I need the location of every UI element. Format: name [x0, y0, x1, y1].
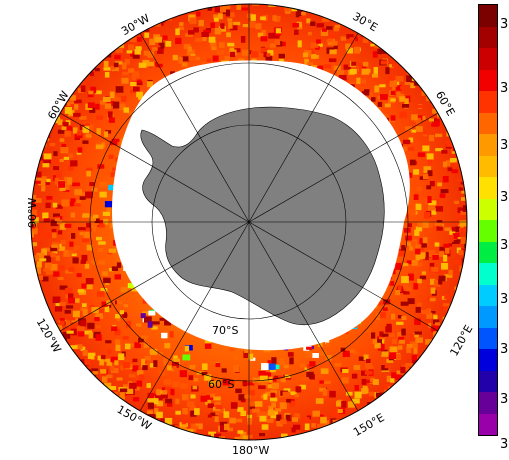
lon-label-150e: 150°E: [351, 411, 387, 439]
colorbar-segment: [479, 241, 497, 263]
colorbar-segment: [479, 198, 497, 220]
colorbar-segment: [479, 370, 497, 392]
lon-label-90w: 90°W: [26, 198, 39, 228]
colorbar-segment: [479, 48, 497, 70]
colorbar-segment: [479, 155, 497, 177]
colorbar-segment: [479, 5, 497, 27]
colorbar-segment: [479, 91, 497, 113]
colorbar-tick-label: 3: [500, 190, 509, 205]
colorbar-tick-label: 3: [500, 392, 509, 407]
colorbar-segment: [479, 26, 497, 48]
colorbar-segment: [479, 327, 497, 349]
lon-label-180w: 180°W: [232, 444, 269, 457]
colorbar-segment: [479, 177, 497, 199]
antarctica-landmass: [140, 106, 385, 326]
colorbar-segment: [479, 284, 497, 306]
lon-label-30e: 30°E: [350, 10, 379, 35]
colorbar: [478, 4, 498, 436]
lat-label-60s: 60°S: [208, 378, 234, 391]
lat-label-70s: 70°S: [212, 324, 238, 337]
colorbar-segment: [479, 349, 497, 371]
colorbar-segment: [479, 392, 497, 414]
colorbar-segment: [479, 306, 497, 328]
colorbar-tick-label: 3: [500, 342, 509, 357]
lon-label-120e: 120°E: [447, 323, 475, 359]
colorbar-tick-label: 3: [500, 138, 509, 153]
colorbar-tick-label: 3: [500, 17, 509, 32]
colorbar-tick-label: 3: [500, 238, 509, 253]
colorbar-segment: [479, 263, 497, 285]
colorbar-tick-label: 3: [500, 437, 509, 452]
colorbar-segment: [479, 413, 497, 435]
meridian-lines: [31, 4, 467, 440]
colorbar-segment: [479, 134, 497, 156]
colorbar-segment: [479, 69, 497, 91]
colorbar-tick-label: 3: [500, 81, 509, 96]
colorbar-segment: [479, 220, 497, 242]
colorbar-tick-label: 3: [500, 292, 509, 307]
colorbar-segment: [479, 112, 497, 134]
